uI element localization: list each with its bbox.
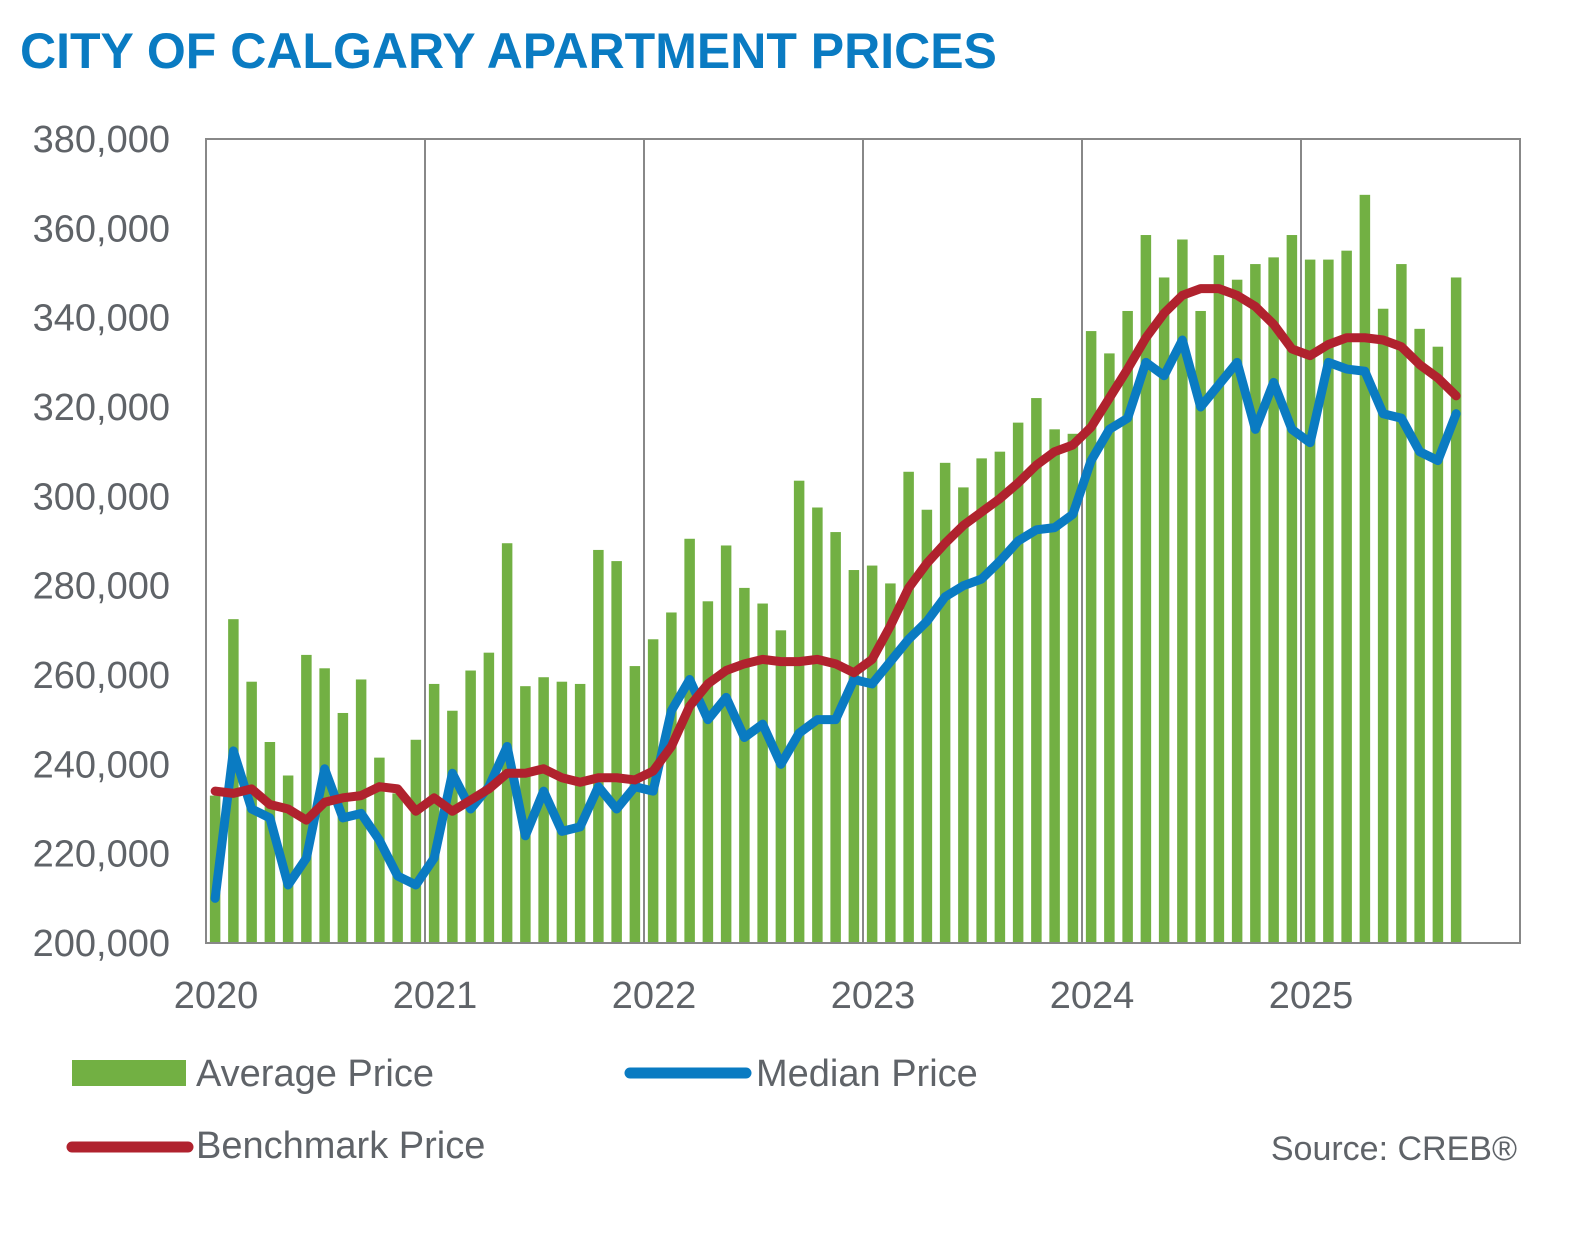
average-price-bar [666, 612, 677, 943]
average-price-bar [574, 683, 586, 943]
average-price-bar [994, 451, 1006, 943]
average-price-bar [903, 471, 914, 943]
average-price-bar [593, 549, 604, 943]
y-tick-label: 260,000 [33, 655, 170, 697]
year-gridlines [205, 138, 1521, 944]
average-price-bar [1359, 194, 1371, 943]
average-price-bar [447, 710, 458, 943]
average-price-bar [1414, 328, 1425, 944]
average-price-bar [1012, 422, 1024, 943]
average-price-bar [337, 712, 349, 943]
average-price-bar [958, 487, 969, 943]
average-price-bar [1377, 308, 1389, 944]
average-price-bar [866, 565, 878, 943]
average-price-bar [483, 652, 495, 943]
average-price-bar [301, 654, 312, 943]
average-price-bar [629, 666, 641, 943]
y-tick-label: 220,000 [33, 834, 170, 876]
average-price-bar [1396, 264, 1407, 943]
x-tick-label: 2024 [1050, 975, 1135, 1017]
average-price-bar [1195, 310, 1206, 944]
y-tick-label: 340,000 [33, 298, 170, 340]
average-price-bar [1286, 235, 1298, 943]
legend-average-label: Average Price [196, 1053, 434, 1095]
average-price-bar [1450, 277, 1462, 944]
average-price-bars [209, 194, 1462, 944]
average-price-bar [1323, 259, 1334, 944]
average-price-bar [1140, 235, 1152, 943]
average-price-bar [1250, 264, 1261, 943]
average-price-bar [1213, 255, 1225, 943]
y-axis: 200,000 220,000 240,000 260,000 280,000 300,0… [33, 119, 170, 965]
y-tick-label: 240,000 [33, 744, 170, 786]
average-price-bar [921, 509, 933, 943]
y-tick-label: 200,000 [33, 923, 170, 965]
legend-median-label: Median Price [756, 1053, 978, 1095]
average-price-bar [793, 480, 805, 943]
y-tick-label: 360,000 [33, 208, 170, 250]
average-price-bar [1177, 239, 1188, 943]
average-price-bar [885, 583, 896, 943]
price-lines [210, 284, 1461, 903]
average-price-bar [848, 570, 860, 943]
average-price-bar [1122, 310, 1133, 944]
average-price-bar [538, 677, 549, 943]
x-tick-label: 2020 [174, 975, 259, 1017]
x-tick-label: 2023 [831, 975, 916, 1017]
average-price-bar [684, 538, 695, 943]
average-price-bar [1304, 259, 1316, 944]
average-price-bar [556, 681, 568, 943]
x-axis: 2020 2021 2022 2023 2024 2025 [174, 975, 1354, 1017]
x-tick-label: 2022 [612, 975, 697, 1017]
average-price-bar [1085, 331, 1097, 943]
average-price-bar [720, 545, 732, 943]
y-tick-label: 280,000 [33, 566, 170, 608]
average-price-bar [830, 532, 841, 943]
average-price-bar [775, 630, 787, 943]
legend-benchmark-label: Benchmark Price [196, 1125, 485, 1167]
average-price-bar [1049, 429, 1060, 944]
average-price-bar [739, 587, 750, 943]
average-price-bar [428, 683, 440, 943]
x-tick-label: 2025 [1269, 975, 1354, 1017]
average-price-bar [1067, 433, 1079, 943]
average-price-bar [1268, 257, 1279, 943]
average-price-bar [1231, 279, 1243, 943]
average-price-bar [757, 603, 768, 943]
average-price-bar [374, 757, 385, 943]
legend: Average Price Median Price Benchmark Pri… [66, 1053, 978, 1167]
benchmark-price-line [210, 284, 1461, 825]
average-price-bar [702, 601, 714, 943]
average-price-bar [264, 742, 276, 943]
average-price-bar [1158, 277, 1170, 944]
y-tick-label: 320,000 [33, 387, 170, 429]
average-price-bar [1341, 250, 1352, 944]
average-price-bar [1432, 346, 1444, 943]
legend-average-swatch [72, 1060, 186, 1086]
average-price-bar [410, 739, 422, 943]
average-price-bar [611, 561, 622, 943]
median-price-line [210, 335, 1461, 903]
average-price-bar [282, 775, 294, 943]
source-note: Source: CREB® [1271, 1130, 1517, 1168]
plot-frame [205, 138, 1521, 944]
average-price-bar [1031, 398, 1042, 943]
average-price-bar [976, 458, 987, 943]
average-price-bar [939, 462, 951, 943]
chart-title: CITY OF CALGARY APARTMENT PRICES [20, 23, 997, 79]
x-tick-label: 2021 [393, 975, 478, 1017]
average-price-bar [1104, 353, 1115, 943]
y-tick-label: 300,000 [33, 476, 170, 518]
y-tick-label: 380,000 [33, 119, 170, 161]
